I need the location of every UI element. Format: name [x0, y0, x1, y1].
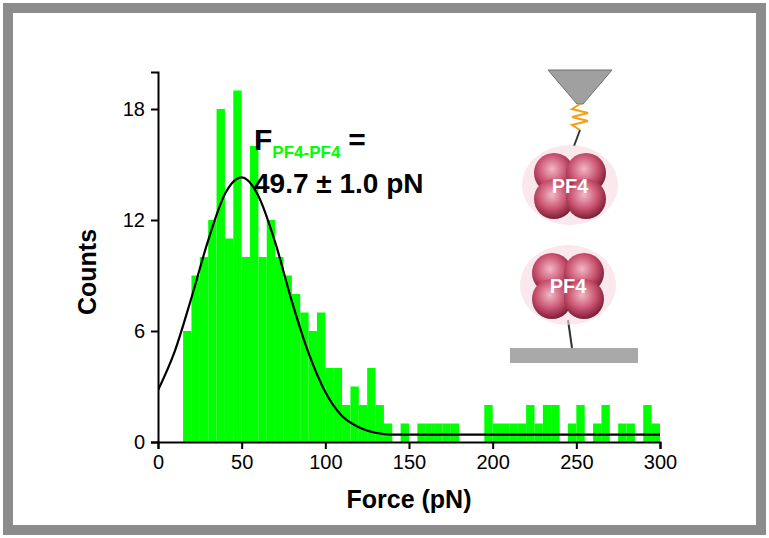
- tick-label: 6: [134, 320, 145, 342]
- pf4-glow: [520, 245, 616, 325]
- bar: [543, 405, 551, 442]
- tick-label: 300: [644, 451, 677, 473]
- bar: [334, 368, 342, 442]
- annotation-value: 49.7 ± 1.0 pN: [254, 168, 423, 199]
- tick: 150: [393, 442, 426, 473]
- tick: 0: [153, 442, 164, 473]
- tick-label: 200: [476, 451, 509, 473]
- tick-label: 0: [134, 431, 145, 453]
- tick-mark: [409, 442, 411, 449]
- tick-label: 12: [123, 209, 145, 231]
- annotation-subscript: PF4-PF4: [272, 143, 341, 162]
- tick: 300: [644, 442, 677, 473]
- bar: [535, 424, 543, 443]
- bar: [233, 91, 241, 443]
- tick-label: 50: [231, 451, 253, 473]
- annotation-equals: =: [348, 123, 366, 156]
- bar: [359, 405, 367, 442]
- tick-label: 150: [393, 451, 426, 473]
- bar: [484, 405, 492, 442]
- bar: [350, 387, 358, 443]
- tick: 200: [476, 442, 509, 473]
- annotation: FPF4-PF4 =: [254, 123, 366, 162]
- tick: 100: [309, 442, 342, 473]
- bar: [526, 405, 534, 442]
- bar: [376, 405, 384, 442]
- bar: [493, 424, 501, 443]
- tick: 0: [134, 431, 158, 453]
- annotation-symbol: F: [254, 123, 272, 156]
- bar: [309, 331, 317, 442]
- tick: 12: [123, 209, 158, 231]
- bar: [551, 405, 559, 442]
- afm-tip: [548, 70, 612, 104]
- tick: 250: [560, 442, 593, 473]
- bar: [417, 424, 425, 443]
- bar: [217, 109, 225, 442]
- bar: [342, 405, 350, 442]
- bar: [618, 424, 626, 443]
- bar: [426, 424, 434, 443]
- bar: [225, 239, 233, 443]
- tick-mark: [325, 442, 327, 449]
- fit-curve: [158, 177, 660, 434]
- bar: [208, 220, 216, 442]
- bar: [183, 331, 191, 442]
- tick-mark: [151, 220, 158, 222]
- bar: [518, 424, 526, 443]
- tick-label: 250: [560, 451, 593, 473]
- chart: 0 50 100 150 200 250 300 0 6 12 18 Force (pN) Counts…: [0, 0, 769, 538]
- tick: 50: [231, 442, 253, 473]
- bar: [267, 220, 275, 442]
- substrate: [510, 348, 638, 363]
- bar: [258, 257, 266, 442]
- bar: [576, 405, 584, 442]
- axis-line: [151, 73, 159, 443]
- tick-mark: [660, 442, 662, 449]
- spring: [572, 104, 588, 130]
- bar: [451, 424, 459, 443]
- tick-mark: [151, 109, 158, 111]
- tick-mark: [492, 442, 494, 449]
- bar: [627, 424, 635, 443]
- bar: [601, 405, 609, 442]
- pf4-molecule: PF4: [520, 245, 616, 325]
- y-axis: 0 6 12 18: [123, 73, 159, 453]
- tick-mark: [151, 442, 158, 444]
- bar: [652, 424, 660, 443]
- bar: [442, 424, 450, 443]
- bar: [593, 424, 601, 443]
- bar: [401, 424, 409, 443]
- bar: [275, 257, 283, 442]
- tick: 6: [134, 320, 158, 342]
- bar: [191, 276, 199, 443]
- bar: [501, 424, 509, 443]
- axis-line: [159, 443, 661, 450]
- pf4-glow: [522, 145, 618, 225]
- tick-mark: [151, 331, 158, 333]
- tick-label: 0: [153, 451, 164, 473]
- inset-label: PF4: [550, 275, 588, 297]
- inset: PF4 PF4: [510, 70, 638, 363]
- inset-label: PF4: [552, 175, 590, 197]
- tick-label: 18: [123, 98, 145, 120]
- pf4-molecule: PF4: [522, 145, 618, 225]
- bar: [643, 405, 651, 442]
- bar: [434, 424, 442, 443]
- bar: [509, 424, 517, 443]
- y-axis-title: Counts: [73, 229, 101, 315]
- bar: [200, 257, 208, 442]
- x-axis: 0 50 100 150 200 250 300: [153, 442, 677, 473]
- x-axis-title: Force (pN): [347, 485, 472, 513]
- outer-frame: [8, 8, 761, 530]
- bar: [568, 424, 576, 443]
- plot-area: [158, 91, 660, 443]
- bar: [384, 424, 392, 443]
- tick: 18: [123, 98, 158, 120]
- tick-mark: [576, 442, 578, 449]
- tick-label: 100: [309, 451, 342, 473]
- tick-mark: [241, 442, 243, 449]
- bar: [242, 257, 250, 442]
- linker: [574, 130, 580, 146]
